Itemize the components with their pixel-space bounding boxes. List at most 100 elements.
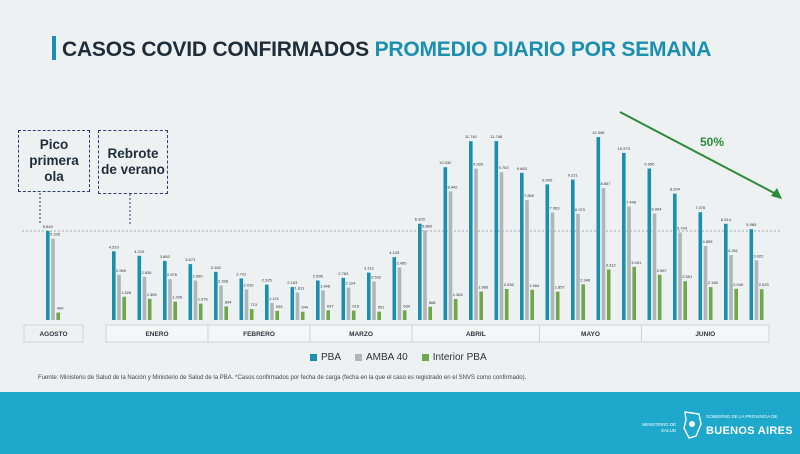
bar-pba-junio-w3 — [698, 212, 703, 320]
bar-amba-enero-w3 — [168, 279, 172, 320]
government-label: BUENOS AIRES — [706, 425, 793, 437]
bar-interior-enero-w2 — [147, 298, 152, 320]
value-label-pba-febrero-w3: 2.325 — [262, 278, 273, 283]
bar-pba-febrero-w3 — [265, 284, 269, 320]
bar-interior-abril-w2 — [453, 298, 458, 320]
bar-amba-junio-w2 — [678, 232, 682, 320]
bar-amba-abril-w5 — [525, 200, 529, 320]
value-label-pba-enero-w2: 4.215 — [134, 249, 145, 254]
bar-pba-abril-w4 — [494, 141, 499, 320]
bar-amba-enero-w4 — [193, 280, 198, 320]
value-label-interior-mayo-w3: 3.312 — [606, 263, 617, 268]
value-label-amba-marzo-w2: 2.124 — [345, 281, 356, 286]
bar-interior-abril-w3 — [479, 291, 483, 320]
value-label-interior-febrero-w2: 713 — [250, 302, 257, 307]
bar-pba-enero-w2 — [137, 255, 142, 320]
bar-interior-abril-w1 — [428, 306, 432, 320]
value-label-amba-junio-w5: 3.922 — [753, 253, 764, 258]
value-label-amba-enero-w1: 2.969 — [116, 268, 127, 273]
month-label-junio: JUNIO — [695, 331, 715, 338]
value-label-amba-enero-w3: 2.676 — [167, 272, 178, 277]
bar-amba-junio-w1 — [652, 213, 657, 320]
value-label-pba-junio-w4: 6.314 — [721, 217, 732, 222]
value-label-amba-abril-w4: 9.703 — [498, 165, 509, 170]
bar-pba-abril-w1 — [418, 223, 422, 320]
legend-swatch-amba — [355, 354, 363, 361]
bar-amba-mayo-w1 — [550, 212, 555, 320]
value-label-amba-enero-w4: 2.590 — [192, 274, 203, 279]
legend-item-amba: AMBA 40 — [355, 352, 408, 363]
bar-interior-febrero-w2 — [249, 309, 254, 320]
value-label-amba-junio-w4: 4.261 — [728, 248, 739, 253]
value-label-interior-agosto-w1: 490 — [57, 306, 64, 311]
bars-layer — [22, 137, 780, 320]
bar-amba-enero-w1 — [117, 274, 121, 320]
value-label-interior-junio-w4: 2.049 — [733, 282, 744, 287]
value-label-amba-mayo-w3: 8.667 — [600, 181, 611, 186]
callout-first-wave-text: Pico primera ola — [29, 137, 79, 184]
bar-pba-junio-w5 — [749, 229, 754, 320]
bar-amba-abril-w3 — [474, 168, 478, 320]
bar-amba-febrero-w3 — [270, 302, 274, 320]
value-label-pba-mayo-w2: 9.221 — [568, 173, 579, 178]
bar-amba-abril-w4 — [499, 172, 504, 320]
bar-pba-junio-w4 — [724, 223, 728, 320]
value-label-interior-junio-w5: 2.025 — [759, 282, 770, 287]
value-label-interior-marzo-w1: 637 — [327, 303, 334, 308]
bar-amba-marzo-w1 — [321, 290, 325, 320]
month-label-marzo: MARZO — [349, 331, 373, 338]
value-label-pba-febrero-w4: 2.163 — [287, 280, 298, 285]
value-label-pba-enero-w3: 3.882 — [160, 254, 171, 259]
bar-pba-marzo-w3 — [367, 272, 371, 320]
legend-swatch-pba — [310, 354, 317, 361]
bar-pba-febrero-w1 — [214, 271, 218, 320]
value-label-interior-enero-w1: 1.526 — [121, 290, 132, 295]
source-note: Fuente: Ministerio de Salud de la Nación… — [38, 375, 527, 381]
bar-interior-junio-w2 — [683, 281, 687, 320]
bar-interior-mayo-w3 — [606, 269, 611, 320]
province-logo-icon — [683, 411, 702, 439]
bar-interior-mayo-w4 — [632, 266, 636, 320]
legend: PBA AMBA 40 Interior PBA — [310, 352, 487, 363]
value-label-pba-marzo-w3: 3.113 — [364, 266, 374, 271]
government-sublabel: GOBIERNO DE LA PROVINCIA DE — [706, 414, 778, 419]
callout-summer-rebound: Rebrote de verano — [98, 130, 168, 194]
value-label-pba-abril-w1: 6.320 — [415, 217, 426, 222]
value-label-interior-febrero-w1: 894 — [225, 299, 232, 304]
value-label-pba-junio-w2: 8.294 — [670, 187, 681, 192]
bar-interior-junio-w3 — [708, 287, 713, 320]
value-label-pba-enero-w4: 3.671 — [185, 257, 196, 262]
bar-interior-enero-w3 — [173, 301, 177, 320]
value-label-amba-enero-w2: 2.836 — [141, 270, 152, 275]
value-label-amba-abril-w3: 9.939 — [473, 162, 484, 167]
bar-interior-febrero-w4 — [300, 311, 305, 320]
bar-interior-febrero-w3 — [275, 310, 279, 320]
value-label-interior-enero-w2: 1.389 — [147, 292, 158, 297]
trend-label: 50% — [700, 135, 724, 149]
bar-amba-junio-w4 — [729, 255, 733, 320]
value-label-amba-mayo-w2: 6.970 — [575, 207, 586, 212]
value-label-pba-marzo-w1: 2.596 — [313, 273, 324, 278]
bar-interior-mayo-w1 — [555, 291, 560, 320]
bar-pba-mayo-w2 — [571, 179, 575, 320]
legend-item-pba: PBA — [310, 352, 341, 363]
bar-pba-abril-w2 — [443, 167, 448, 320]
bar-amba-mayo-w2 — [576, 213, 580, 320]
bar-interior-junio-w4 — [734, 288, 738, 320]
value-label-amba-junio-w2: 5.743 — [677, 226, 688, 231]
value-label-pba-febrero-w1: 3.162 — [211, 265, 222, 270]
title-highlight: PROMEDIO DIARIO POR SEMANA — [374, 38, 712, 61]
value-label-interior-enero-w3: 1.206 — [172, 295, 183, 300]
bar-interior-junio-w5 — [759, 289, 764, 320]
bar-pba-marzo-w4 — [392, 257, 397, 320]
bar-interior-marzo-w1 — [326, 310, 330, 320]
title-accent-bar — [52, 36, 56, 60]
legend-label-interior: Interior PBA — [432, 352, 487, 363]
bar-pba-junio-w2 — [673, 193, 677, 320]
value-label-amba-febrero-w2: 2.010 — [243, 282, 254, 287]
value-label-amba-agosto-w1: 5.335 — [50, 232, 61, 237]
bar-interior-febrero-w1 — [224, 306, 228, 320]
value-label-pba-febrero-w2: 2.731 — [236, 271, 247, 276]
bar-amba-agosto-w1 — [51, 238, 55, 320]
bar-pba-mayo-w4 — [622, 152, 626, 320]
